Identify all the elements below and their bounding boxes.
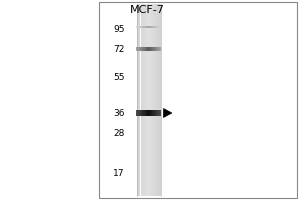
Bar — [154, 47, 155, 51]
Bar — [146, 47, 147, 51]
Bar — [138, 47, 140, 51]
Bar — [152, 110, 154, 116]
Bar — [160, 4, 161, 196]
Bar — [140, 4, 141, 196]
Bar — [150, 26, 151, 28]
Bar — [160, 110, 161, 116]
Bar — [148, 47, 150, 51]
Bar — [143, 26, 145, 28]
Bar — [151, 47, 152, 51]
Bar — [143, 4, 144, 196]
Bar — [147, 47, 148, 51]
Bar — [150, 4, 151, 196]
Bar — [152, 4, 153, 196]
Bar — [143, 47, 145, 51]
Bar — [159, 4, 160, 196]
Bar — [141, 47, 142, 51]
Bar — [154, 4, 155, 196]
Bar — [156, 47, 157, 51]
Bar — [157, 110, 159, 116]
Bar — [137, 47, 138, 51]
Bar — [141, 4, 142, 196]
Bar — [159, 26, 160, 28]
Bar — [151, 26, 152, 28]
Bar — [148, 26, 150, 28]
Bar — [156, 26, 157, 28]
Bar — [155, 26, 156, 28]
Bar — [144, 4, 145, 196]
Bar — [150, 47, 151, 51]
Polygon shape — [164, 109, 172, 117]
Bar — [147, 4, 148, 196]
Bar — [157, 26, 159, 28]
Text: 72: 72 — [113, 45, 124, 53]
Bar — [150, 110, 151, 116]
Text: MCF-7: MCF-7 — [130, 5, 164, 15]
Bar — [137, 26, 138, 28]
Bar — [159, 110, 160, 116]
Bar — [138, 110, 140, 116]
Bar — [149, 4, 150, 196]
Bar — [158, 4, 159, 196]
Text: 55: 55 — [113, 72, 124, 82]
Bar — [137, 110, 138, 116]
Bar — [148, 110, 150, 116]
Bar — [140, 47, 141, 51]
Bar — [152, 47, 154, 51]
Bar — [138, 4, 139, 196]
Bar — [138, 26, 140, 28]
Bar — [146, 4, 147, 196]
Bar — [137, 4, 138, 196]
Bar — [140, 110, 141, 116]
Bar — [156, 4, 157, 196]
Bar — [142, 26, 143, 28]
Bar — [154, 110, 155, 116]
Bar — [141, 26, 142, 28]
Bar — [146, 110, 147, 116]
Text: 95: 95 — [113, 24, 124, 33]
Bar — [145, 26, 146, 28]
Bar — [152, 26, 154, 28]
Bar — [136, 26, 137, 28]
Bar — [155, 47, 156, 51]
Bar — [146, 26, 147, 28]
Bar — [157, 4, 158, 196]
Bar — [151, 4, 152, 196]
Bar — [159, 47, 160, 51]
Bar — [99, 2, 297, 198]
Bar — [145, 110, 146, 116]
Bar — [139, 4, 140, 196]
Bar — [141, 110, 142, 116]
Bar — [145, 47, 146, 51]
Bar — [151, 110, 152, 116]
Bar — [157, 47, 159, 51]
Bar — [160, 47, 161, 51]
Text: 28: 28 — [113, 130, 124, 138]
Bar — [153, 4, 154, 196]
Bar — [136, 110, 137, 116]
Bar — [154, 26, 155, 28]
Bar — [147, 110, 148, 116]
Text: 17: 17 — [113, 170, 124, 178]
Bar — [145, 4, 146, 196]
Bar — [155, 110, 156, 116]
Bar — [155, 4, 156, 196]
Bar — [143, 110, 145, 116]
Bar — [160, 26, 161, 28]
Bar — [142, 110, 143, 116]
Text: 36: 36 — [113, 108, 124, 117]
Bar — [136, 4, 137, 196]
Bar — [148, 4, 149, 196]
Bar — [147, 26, 148, 28]
Bar — [142, 4, 143, 196]
Bar — [140, 26, 141, 28]
Bar — [156, 110, 157, 116]
Bar — [136, 47, 137, 51]
Bar — [142, 47, 143, 51]
